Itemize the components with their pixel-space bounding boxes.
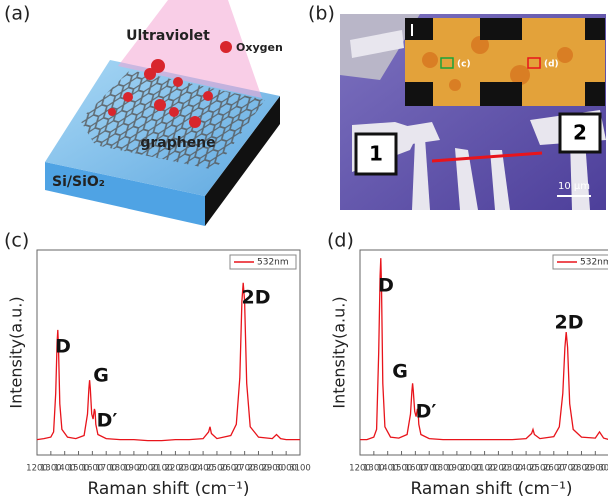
x-tick-label: 3100 [289,464,311,474]
legend-label: 532nm [580,258,608,268]
y-axis-label: Intensity(a.u.) [330,296,349,408]
legend-label: 532nm [257,258,289,268]
electrode-label: 1 [369,142,383,166]
spot-c-label: (c) [457,60,471,70]
spectrum-line [360,258,608,439]
peak-label: G [93,365,109,387]
x-axis-label: Raman shift (cm⁻¹) [410,479,572,499]
peak-label: D′ [97,410,118,432]
panel-label: (b) [308,3,335,25]
y-axis-label: Intensity(a.u.) [7,296,26,408]
panel-label: (c) [4,230,29,252]
peak-label: D [378,275,394,297]
peak-label: 2D [555,312,584,334]
x-tick-label: 3000 [598,464,608,474]
panel-label: (a) [4,3,30,25]
peak-label: 2D [242,287,271,309]
figure: (a) Ultraviolet Oxygen graphene Si/SiO₂ … [0,0,608,500]
peak-label: D′ [416,401,437,423]
x-axis-label: Raman shift (cm⁻¹) [87,479,249,499]
peak-label: D [55,336,71,358]
electrode-label: 2 [573,121,587,145]
scale-bar-label: 10 μm [558,181,590,192]
oxygen-legend-marker [220,41,232,53]
peak-label: G [392,361,408,383]
oxygen-label: Oxygen [236,41,283,54]
panel-b: (b) (c) [308,3,606,211]
plot-frame [360,250,608,455]
page: (a) Ultraviolet Oxygen graphene Si/SiO₂ … [0,0,608,500]
substrate-label: Si/SiO₂ [52,174,105,190]
uv-label: Ultraviolet [126,28,210,44]
panel-label: (d) [327,230,354,252]
graphene-label: graphene [140,135,215,151]
spectra: (c)1200130014001500160017001800190020002… [4,230,608,500]
panel-a: (a) Ultraviolet Oxygen graphene Si/SiO₂ [4,0,283,226]
plot-frame [37,250,300,455]
spot-d-label: (d) [544,60,559,70]
